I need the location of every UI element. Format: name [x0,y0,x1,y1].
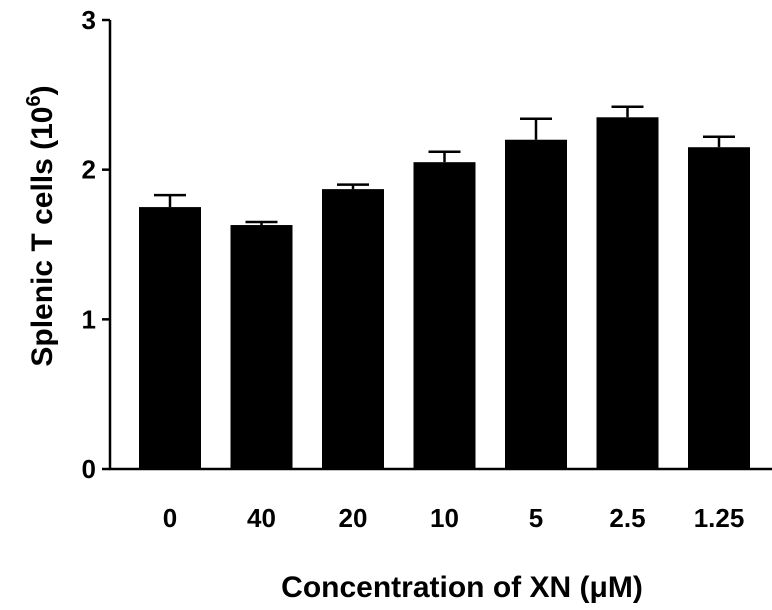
x-tick-labels: 0 40 20 10 5 2.5 1.25 [163,503,745,533]
x-tick-label-2.5: 2.5 [609,503,645,533]
bar-1.25 [688,147,750,469]
bar-0 [139,207,201,470]
bar-5 [505,139,567,469]
y-tick-label-1: 1 [82,304,96,334]
bar-20 [322,189,384,469]
bar-2.5 [596,117,659,470]
x-tick-label-40: 40 [247,503,276,533]
y-axis-title-main: Splenic T cells (10 [26,107,59,367]
bars [139,117,750,470]
bar-40 [230,225,293,469]
y-tick-label-0: 0 [82,454,96,484]
y-tick-label-3: 3 [82,5,96,35]
y-axis-title: Splenic T cells (106) [23,85,59,366]
y-ticks: 0 1 2 3 [82,5,110,484]
x-tick-label-20: 20 [339,503,368,533]
y-axis-title-close: ) [26,85,59,95]
axes [108,20,772,471]
x-tick-label-5: 5 [529,503,543,533]
y-axis-title-exponent: 6 [23,95,45,106]
bar-10 [413,162,476,469]
x-tick-label-1.25: 1.25 [694,503,745,533]
y-tick-label-2: 2 [82,155,96,185]
x-axis-title: Concentration of XN (μM) [281,571,643,604]
x-tick-label-10: 10 [430,503,459,533]
x-tick-label-0: 0 [163,503,177,533]
error-bars [154,105,735,226]
